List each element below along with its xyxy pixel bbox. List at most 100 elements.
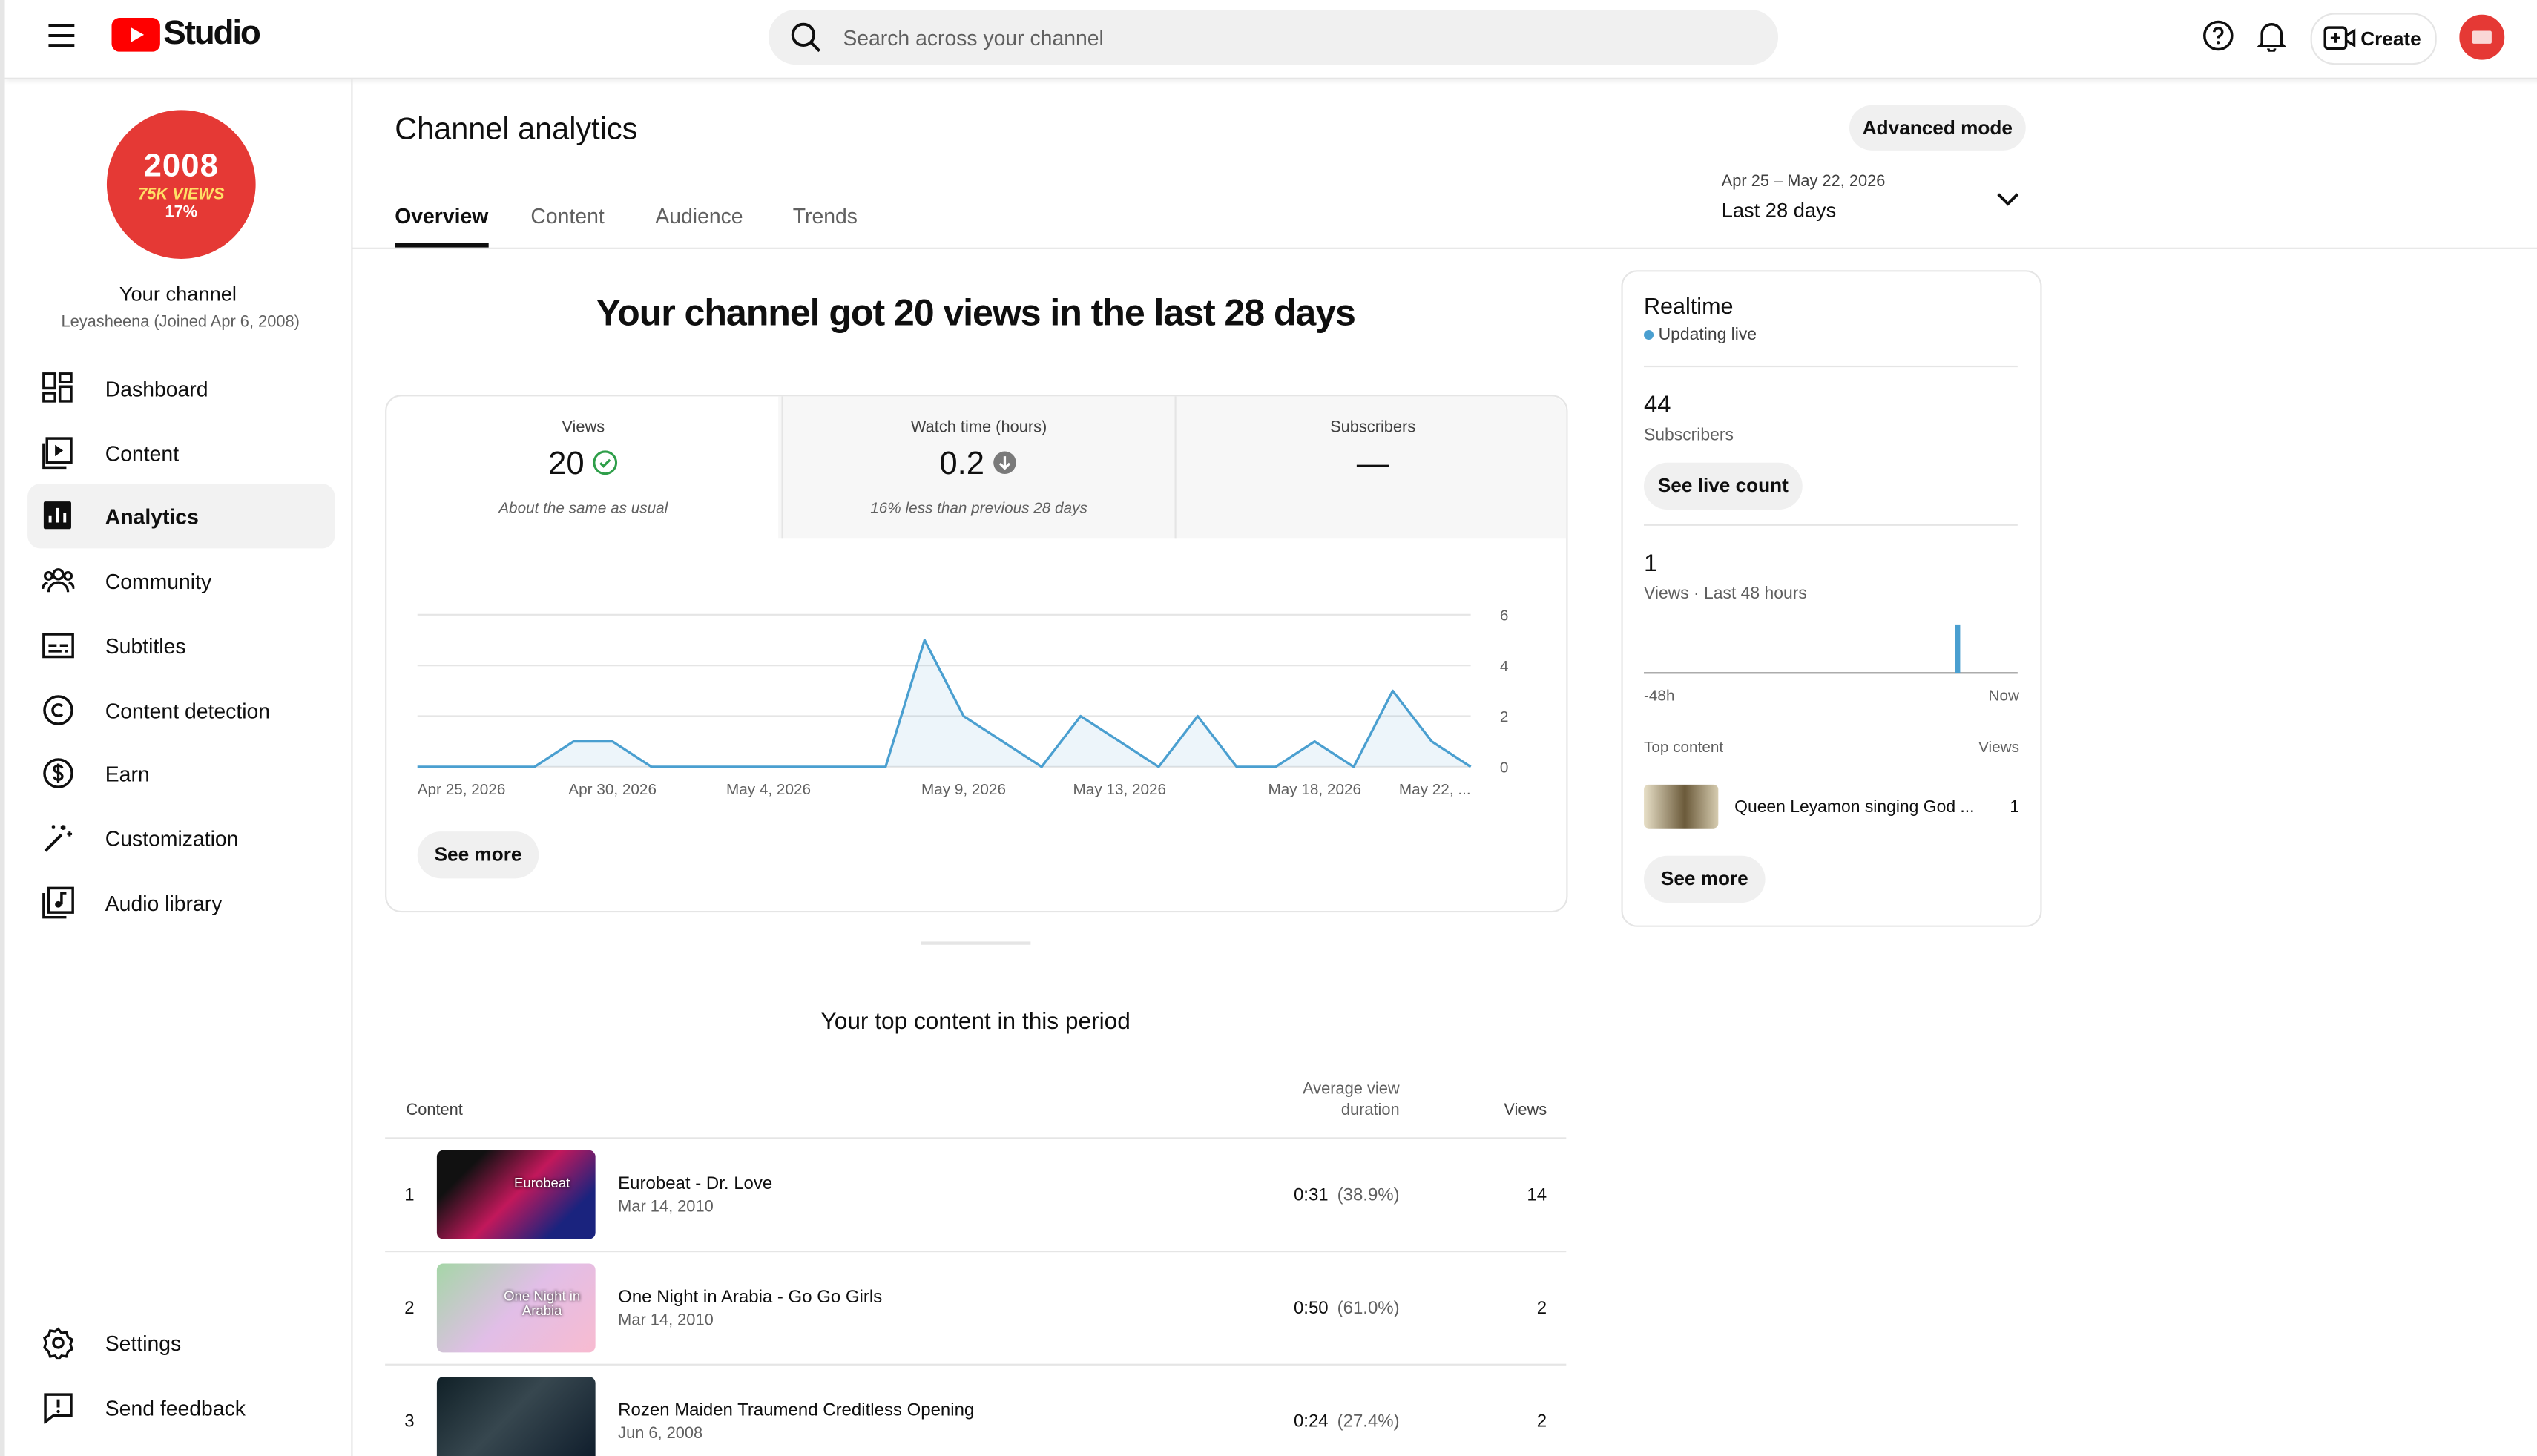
avatar-views: 75K VIEWS: [138, 185, 225, 204]
y-tick-label: 2: [1500, 708, 1509, 725]
metric-number: 20: [548, 446, 585, 482]
channel-avatar[interactable]: 2008 75K VIEWS 17%: [106, 110, 256, 259]
nav-item[interactable]: Content: [27, 420, 335, 484]
x-tick-label: May 18, 2026: [1268, 781, 1361, 798]
views-label: Views · Last 48 hours: [1643, 584, 1807, 604]
top-content-views: 1: [2010, 797, 2020, 817]
search-box[interactable]: Search across your channel: [769, 10, 1779, 65]
tab[interactable]: Overview: [395, 203, 489, 228]
views: 2: [1536, 1412, 1547, 1432]
avatar-percent: 17%: [165, 203, 198, 222]
nav-item[interactable]: Dashboard: [27, 356, 335, 421]
advanced-mode-button[interactable]: Advanced mode: [1849, 105, 2026, 151]
thumbnail[interactable]: One Night in Arabia: [436, 1263, 596, 1353]
nav-item[interactable]: Content detection: [27, 677, 335, 742]
rank: 3: [404, 1412, 415, 1432]
metric-value: 0.2: [783, 447, 1176, 484]
thumbnail[interactable]: Eurobeat: [436, 1150, 596, 1239]
period-dropdown[interactable]: [1995, 191, 2021, 207]
nav-label: Customization: [105, 826, 239, 851]
content-row[interactable]: 2 One Night in Arabia One Night in Arabia …: [385, 1250, 1567, 1364]
account-avatar[interactable]: [2459, 14, 2505, 60]
nav-label: Audio library: [105, 890, 223, 915]
nav-item[interactable]: Community: [27, 549, 335, 613]
metric-tab[interactable]: Views 20 About the same as usual: [386, 396, 780, 538]
sidebar: 2008 75K VIEWS 17% Your channel Leyashee…: [5, 79, 353, 1456]
y-tick-label: 4: [1500, 658, 1509, 675]
tab[interactable]: Audience: [655, 203, 743, 228]
menu-button[interactable]: [47, 23, 76, 49]
nav-item[interactable]: Send feedback: [27, 1374, 335, 1439]
tab[interactable]: Trends: [792, 203, 858, 228]
nav-item[interactable]: Analytics: [27, 484, 335, 550]
see-live-count-button[interactable]: See live count: [1643, 462, 1803, 510]
nav-icon: [43, 758, 73, 789]
avg-percent: (61.0%): [1337, 1299, 1400, 1319]
avatar-year: 2008: [143, 148, 219, 185]
metric-label: Views: [562, 418, 605, 437]
thumbnail-text: One Night in Arabia: [504, 1288, 581, 1319]
top-content-thumbnail[interactable]: [1643, 784, 1719, 829]
metric-note: About the same as usual: [498, 499, 668, 518]
top-content-title[interactable]: Queen Leyamon singing God ...: [1734, 797, 1975, 817]
youtube-logo[interactable]: [111, 17, 160, 52]
logo-text: Studio: [163, 14, 261, 52]
status-text: Updating live: [1658, 325, 1757, 345]
x-start-label: -48h: [1643, 687, 1675, 705]
nav-item[interactable]: Subtitles: [27, 613, 335, 677]
nav-label: Earn: [105, 762, 150, 787]
metric-tabs-bg: [778, 396, 1567, 539]
subscribers-label: Subscribers: [1643, 425, 1734, 445]
area: [417, 639, 1471, 767]
thumbnail[interactable]: [436, 1377, 596, 1456]
search-placeholder: Search across your channel: [843, 25, 1104, 50]
content-row[interactable]: 3 Rozen Maiden Traumend Creditless Openin…: [385, 1363, 1567, 1456]
tab[interactable]: Content: [530, 203, 605, 228]
nav-item[interactable]: Settings: [27, 1311, 335, 1375]
column-header: Views: [1504, 1101, 1547, 1120]
avg-duration: 0:50: [1293, 1299, 1329, 1319]
video-title[interactable]: Eurobeat - Dr. Love: [618, 1174, 773, 1194]
nav-label: Content: [105, 441, 180, 466]
avg-percent: (27.4%): [1337, 1412, 1400, 1432]
line: [417, 639, 1472, 768]
live-dot: [1643, 329, 1654, 340]
see-more-button[interactable]: See more: [417, 831, 539, 879]
metric-tab[interactable]: Subscribers —: [1174, 396, 1569, 539]
y-tick-label: 6: [1500, 607, 1509, 624]
tab-divider: [352, 247, 2537, 249]
nav-icon: [42, 568, 75, 593]
views: 14: [1527, 1185, 1547, 1205]
metric-tab[interactable]: Watch time (hours) 0.2 16% less than previ…: [780, 396, 1176, 539]
realtime-title: Realtime: [1643, 292, 1734, 319]
video-date: Mar 14, 2010: [618, 1311, 714, 1330]
views-chart: 0 2 4 6 Apr 25, 2026 Apr 30, 2026 May 4, 2026 M…: [417, 607, 1509, 798]
channel-title: Your channel: [119, 283, 237, 306]
nav-icon: [44, 1392, 73, 1423]
metric-note: 16% less than previous 28 days: [870, 499, 1087, 518]
x-tick-label: May 22, ...: [1399, 781, 1471, 798]
tab-indicator: [395, 243, 489, 248]
headline: Your channel got 20 views in the last 28…: [596, 291, 1356, 334]
metric-number: —: [1356, 446, 1389, 482]
status-down-icon: [994, 451, 1017, 475]
content-row[interactable]: 1 Eurobeat Eurobeat - Dr. Love Mar 14, 2010…: [385, 1137, 1567, 1251]
nav-item[interactable]: Earn: [27, 741, 335, 806]
nav-label: Analytics: [105, 505, 199, 530]
nav-item[interactable]: Audio library: [27, 870, 335, 935]
nav-icon: [42, 436, 73, 469]
video-title[interactable]: Rozen Maiden Traumend Creditless Opening: [618, 1400, 975, 1421]
create-button[interactable]: Create: [2310, 13, 2437, 65]
video-title[interactable]: One Night in Arabia - Go Go Girls: [618, 1288, 883, 1308]
nav-label: Dashboard: [105, 377, 208, 401]
realtime-see-more-button[interactable]: See more: [1643, 855, 1766, 903]
help-button[interactable]: [2202, 19, 2234, 52]
metric-value: 20: [386, 447, 780, 484]
nav-item[interactable]: Customization: [27, 806, 335, 870]
date-period[interactable]: Last 28 days: [1721, 199, 1837, 222]
column-header: Content: [406, 1101, 463, 1120]
realtime-card: Realtime Updating live 44 Subscribers Se…: [1621, 270, 2042, 927]
notifications-button[interactable]: [2257, 19, 2286, 52]
